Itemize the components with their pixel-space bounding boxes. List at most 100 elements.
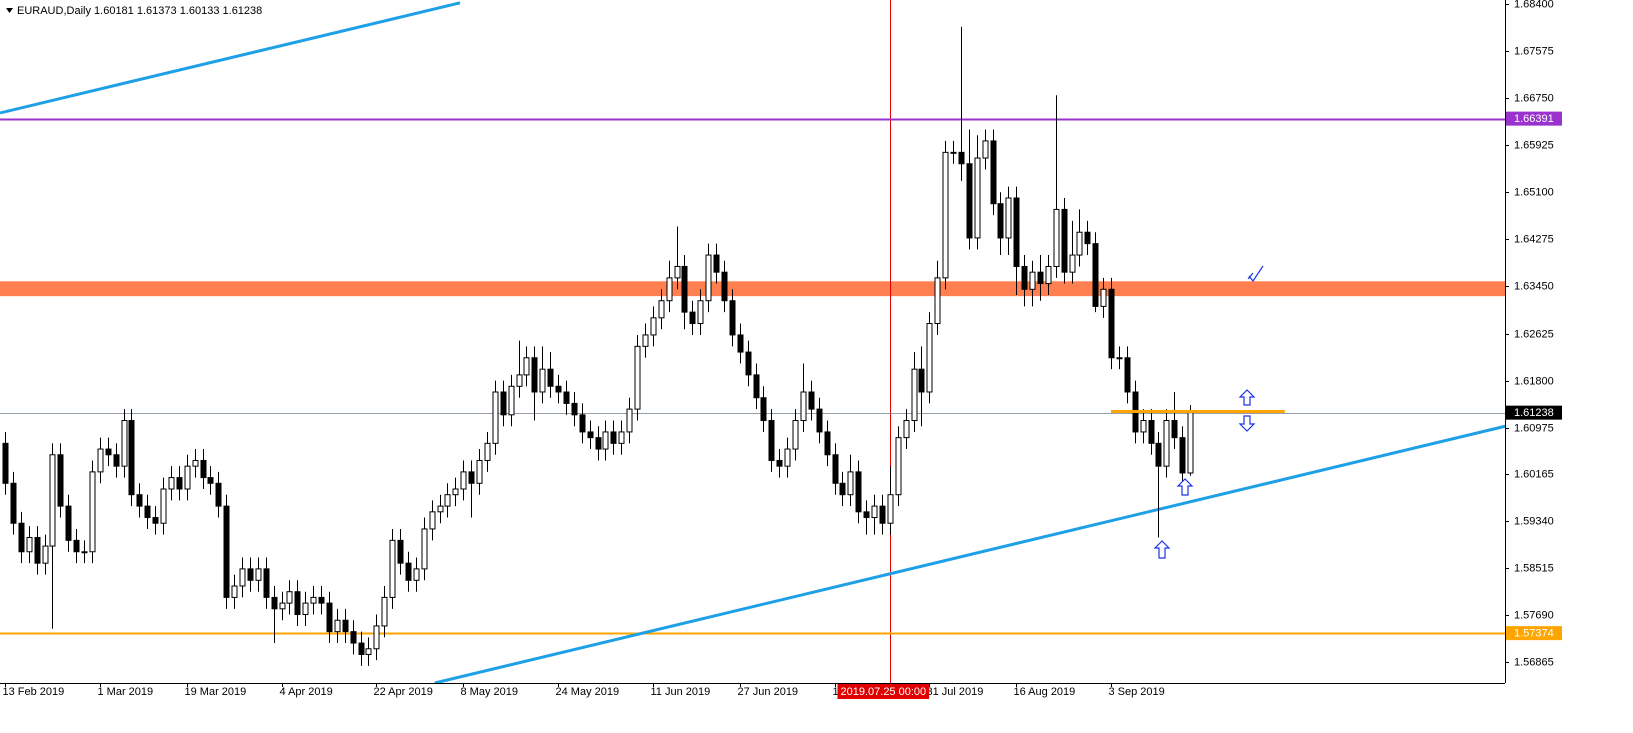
- candle-body: [729, 300, 736, 336]
- y-tick-label: 1.66750: [1514, 92, 1554, 104]
- y-tick-label: 1.57690: [1514, 609, 1554, 621]
- candle-body: [437, 505, 444, 513]
- candle-body: [911, 368, 918, 422]
- ohlc-open: 1.60181: [94, 5, 134, 17]
- x-tick-label: 24 May 2019: [556, 686, 620, 698]
- candle-body: [42, 545, 49, 564]
- candle-body: [279, 602, 286, 610]
- candle-body: [113, 454, 120, 467]
- candle-body: [452, 488, 459, 496]
- x-tick-label: 22 Apr 2019: [374, 686, 433, 698]
- candle-body: [389, 539, 396, 598]
- candle-body: [334, 619, 341, 633]
- candle-body: [713, 254, 720, 273]
- candle-body: [460, 471, 467, 490]
- candle-body: [942, 151, 949, 279]
- candle-body: [626, 408, 633, 433]
- x-tick-label: 4 Apr 2019: [280, 686, 333, 698]
- y-tick-label: 1.60975: [1514, 422, 1554, 434]
- candle-body: [1053, 208, 1060, 267]
- candle-body: [1171, 420, 1178, 439]
- candle-body: [405, 562, 412, 581]
- candle-body: [879, 505, 886, 524]
- candle-body: [610, 431, 617, 444]
- candle-body: [89, 471, 96, 553]
- candle-body: [1116, 357, 1123, 360]
- candle-body: [958, 151, 965, 165]
- candle-body: [255, 568, 262, 581]
- candle-body: [271, 596, 278, 610]
- arrow-up: [1153, 540, 1171, 559]
- candle-body: [666, 277, 673, 302]
- candle-body: [1061, 208, 1068, 273]
- candle-body: [681, 265, 688, 313]
- candle-body: [950, 151, 957, 154]
- candle-body: [903, 420, 910, 439]
- ohlc-high: 1.61373: [137, 5, 177, 17]
- candle-body: [97, 448, 104, 473]
- y-tick-label: 1.62625: [1514, 328, 1554, 340]
- candle-body: [342, 619, 349, 633]
- x-tick-label: 16 Aug 2019: [1014, 686, 1076, 698]
- candle-body: [990, 140, 997, 205]
- candle-body: [373, 625, 380, 650]
- candle-body: [934, 277, 941, 325]
- trendline: [0, 1, 461, 115]
- candle-body: [184, 465, 191, 490]
- candle-body: [468, 471, 475, 484]
- candle-body: [1029, 271, 1036, 290]
- candle-body: [294, 591, 301, 616]
- candle-body: [500, 391, 507, 416]
- arrow-up: [1238, 389, 1256, 406]
- candle-body: [784, 448, 791, 467]
- x-tick-label: 19 Mar 2019: [185, 686, 247, 698]
- candle-body: [595, 437, 602, 450]
- candle-body: [429, 511, 436, 530]
- candle-body: [634, 345, 641, 410]
- candle-body: [832, 454, 839, 484]
- candle-body: [674, 265, 681, 279]
- x-tick-label: 13 Feb 2019: [3, 686, 65, 698]
- candle-body: [65, 505, 72, 541]
- candle-body: [745, 351, 752, 376]
- candle-body: [1140, 420, 1147, 433]
- y-tick-label: 1.65925: [1514, 139, 1554, 151]
- ohlc-close: 1.61238: [223, 5, 263, 17]
- candle-body: [587, 431, 594, 439]
- candle-body: [121, 420, 128, 467]
- candle-body: [350, 631, 357, 644]
- candle-body: [531, 357, 538, 393]
- candle-body: [365, 648, 372, 655]
- candle-body: [49, 454, 56, 547]
- x-tick-label: 1 Mar 2019: [98, 686, 154, 698]
- current-price-box: [1506, 405, 1562, 420]
- y-tick-label: 1.58515: [1514, 562, 1554, 574]
- candle-body: [1045, 265, 1052, 285]
- level-price-label: 1.66391: [1514, 113, 1554, 125]
- candle-body: [792, 420, 799, 450]
- candle-body: [966, 163, 973, 239]
- candle-body: [997, 203, 1004, 239]
- candle-body: [895, 437, 902, 496]
- candle-body: [863, 511, 870, 519]
- candle-body: [982, 140, 989, 159]
- candle-body: [192, 459, 199, 467]
- trendline: [434, 424, 1505, 683]
- candle-body: [768, 420, 775, 461]
- candle-body: [1037, 271, 1044, 285]
- candle-body: [413, 568, 420, 581]
- menu-triangle[interactable]: [6, 8, 13, 13]
- ohlc-low: 1.60133: [180, 5, 220, 17]
- crosshair-label: 2019.07.25 00:00: [841, 686, 927, 698]
- resistance-zone: [0, 281, 1505, 297]
- y-tick-label: 1.61800: [1514, 375, 1554, 387]
- candle-body: [753, 374, 760, 399]
- candle-body: [1084, 231, 1091, 245]
- candle-body: [579, 414, 586, 433]
- candle-body: [697, 300, 704, 325]
- candle-body: [1069, 254, 1076, 273]
- candle-body: [247, 568, 254, 581]
- x-tick-label: 8 May 2019: [461, 686, 518, 698]
- y-tick-label: 1.59340: [1514, 515, 1554, 527]
- candle-body: [776, 459, 783, 467]
